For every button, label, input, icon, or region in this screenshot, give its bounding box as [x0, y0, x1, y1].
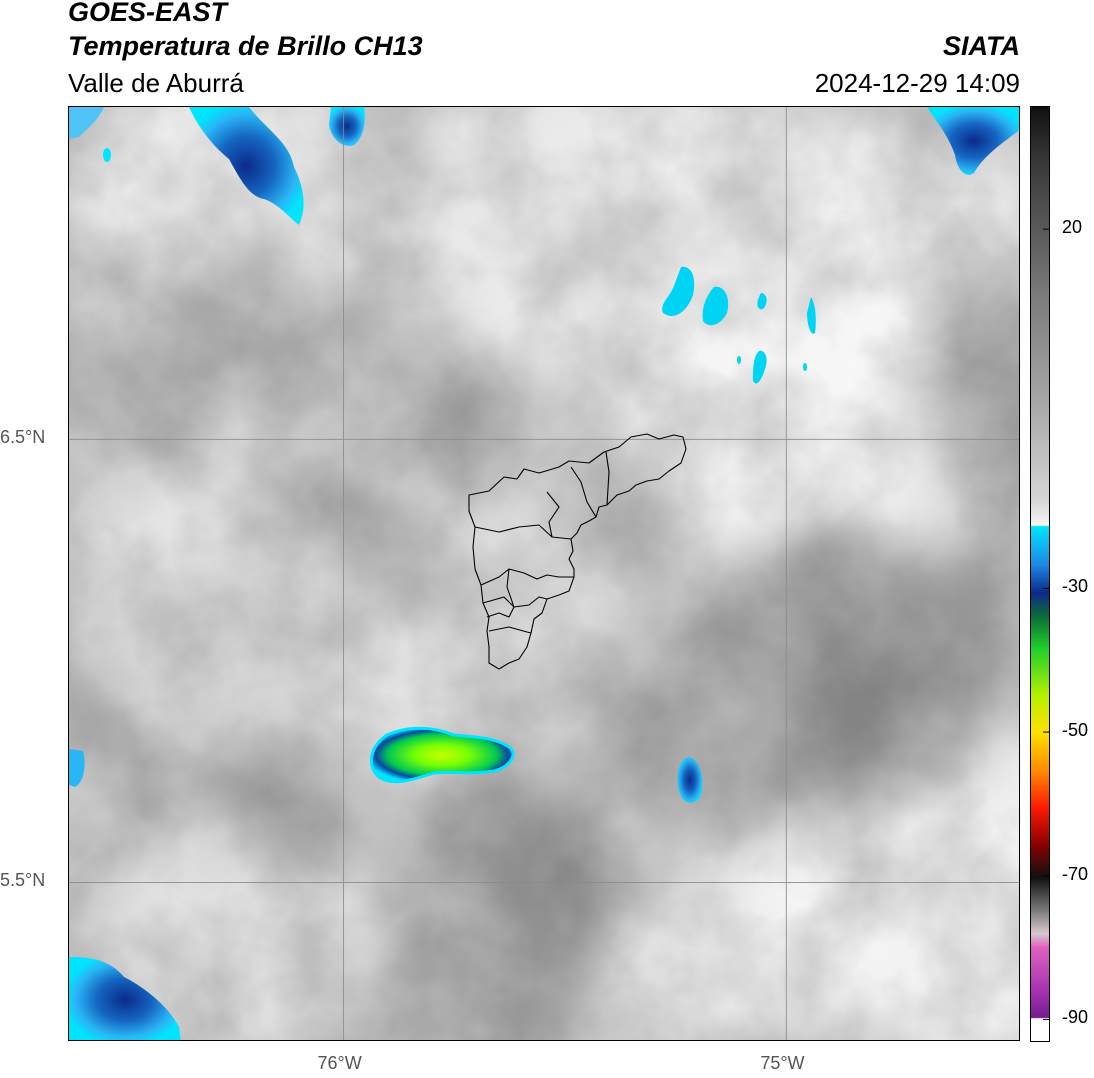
- product-title: Temperatura de Brillo CH13: [68, 31, 423, 61]
- lon-tick-label: 75°W: [760, 1053, 805, 1073]
- gridlines: [69, 107, 1019, 1040]
- agency-label: SIATA: [943, 31, 1020, 61]
- lat-tick-label: 5.5°N: [0, 870, 46, 891]
- municipal-boundaries: [468, 433, 687, 670]
- timestamp-label: 2024-12-29 14:09: [814, 68, 1020, 98]
- cold-cloud-top-east: [677, 757, 703, 803]
- convective-cell-green: [370, 726, 515, 784]
- colorbar-tick-label: -30: [1062, 576, 1089, 597]
- brightness-temperature-field: [69, 107, 1019, 1040]
- cold-cloud-top-northeast: [662, 107, 1019, 384]
- colorbar-tick-label: -50: [1062, 720, 1089, 741]
- cold-cloud-top-north: [329, 107, 365, 146]
- cold-cloud-top-southwest: [69, 957, 181, 1040]
- colorbar-tick-label: 20: [1062, 217, 1083, 238]
- region-label: Valle de Aburrá: [68, 68, 244, 98]
- lat-tick-label: 6.5°N: [0, 427, 46, 448]
- colorbar-tick-label: -90: [1062, 1007, 1089, 1028]
- temperature-colorbar: [1030, 106, 1050, 1042]
- cold-cloud-top-west-edge: [69, 749, 85, 787]
- satellite-title: GOES-EAST: [68, 0, 228, 27]
- satellite-map: [68, 106, 1020, 1041]
- cold-cloud-top-northwest: [69, 107, 304, 225]
- colorbar-tick-label: -70: [1062, 863, 1089, 884]
- colorbar-gradient: [1031, 107, 1049, 1041]
- lon-tick-label: 76°W: [317, 1053, 362, 1073]
